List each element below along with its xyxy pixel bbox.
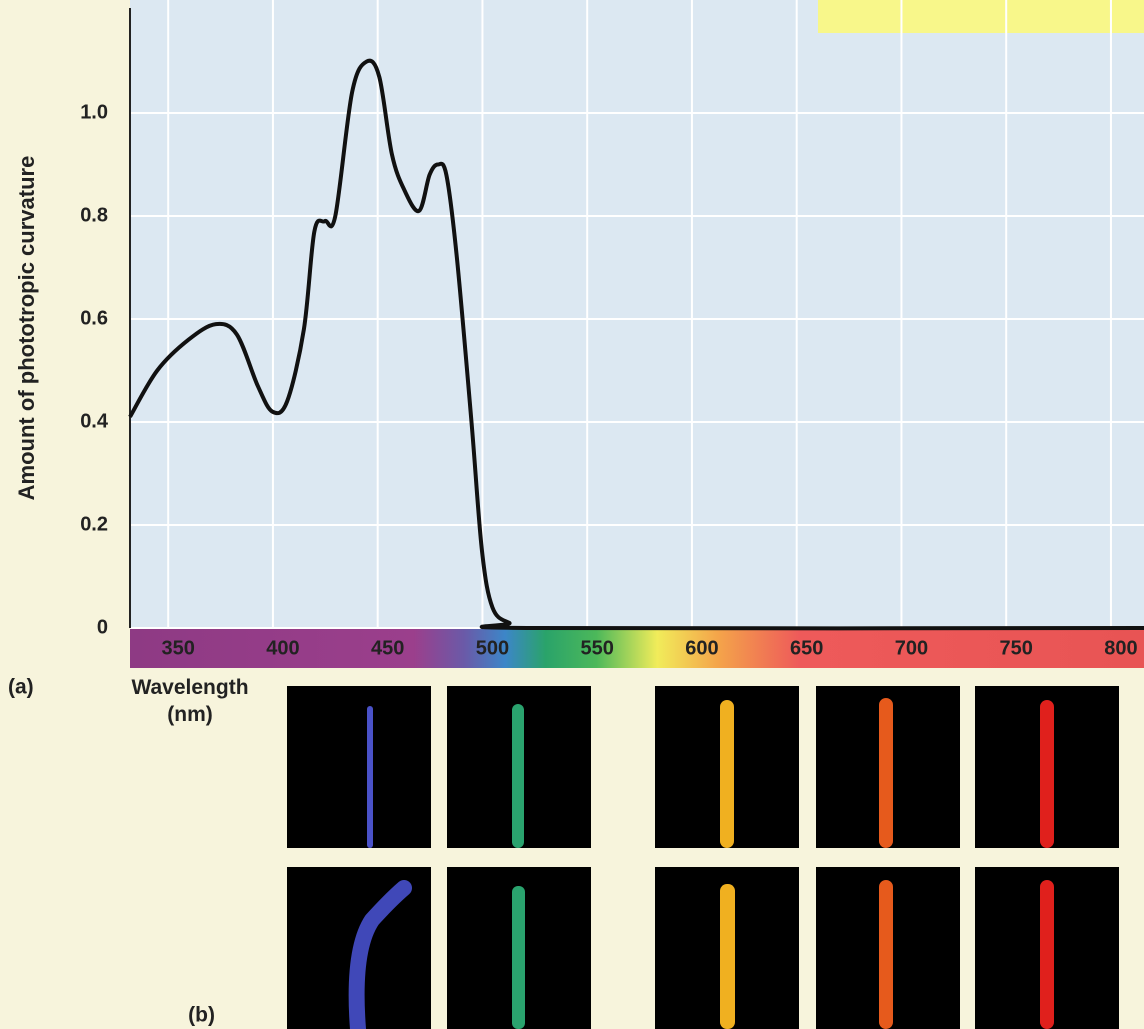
photo [287,686,431,848]
x-tick-label: 750 [1000,637,1033,659]
seedling [720,700,734,848]
x-tick-label: 700 [895,637,928,659]
seedling [1040,700,1054,848]
y-tick-label: 0.2 [80,513,108,535]
plot-area [130,0,1144,628]
panel-label: (b) [188,1004,215,1027]
highlight-box [818,0,1144,33]
y-tick-label: 0 [97,616,108,638]
curve [128,58,1144,631]
seedling [348,880,412,1029]
y-tick-label: 0.6 [80,307,108,329]
y-tick-label: 0.4 [80,410,109,432]
x-tick-label: 650 [790,637,823,659]
y-tick-label: 1.0 [80,101,108,123]
panel-label: (a) [8,676,34,699]
photos [287,686,1119,1029]
x-tick-label: 550 [581,637,614,659]
seedling [879,880,893,1029]
seedling [720,884,735,1029]
y-axis-label: Amount of phototropic curvature [14,156,39,501]
x-tick-label: 600 [685,637,718,659]
seedling [1040,880,1054,1029]
seedling [879,698,893,848]
x-tick-label: 500 [476,637,509,659]
x-tick-label: 800 [1104,637,1137,659]
spectrum-band [130,628,1144,668]
seedling [367,706,373,848]
seedling [512,704,524,848]
x-tick-label: 350 [161,637,194,659]
x-tick-label: 400 [266,637,299,659]
seedling [512,886,525,1029]
x-tick-label: 450 [371,637,404,659]
x-axis-label: Wavelength (nm) [131,676,248,726]
y-tick-label: 0.8 [80,204,108,226]
